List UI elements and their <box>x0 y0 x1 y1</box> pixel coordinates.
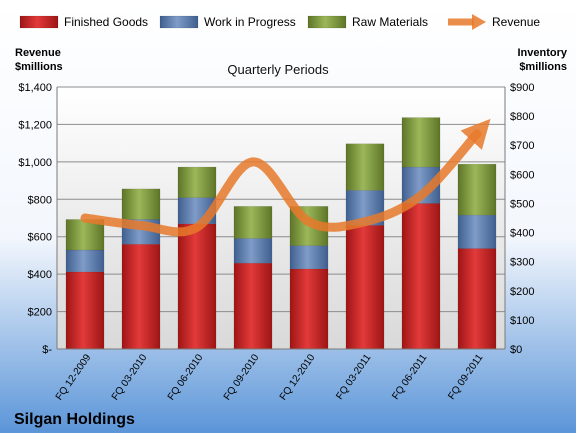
right-tick-label: $400 <box>510 228 534 240</box>
left-tick-label: $200 <box>28 307 52 319</box>
bar-finished-goods <box>65 271 105 350</box>
left-axis-label-line2: $millions <box>15 61 63 73</box>
legend-swatch-arrow <box>472 14 486 30</box>
bar-finished-goods <box>121 243 161 350</box>
right-tick-label: $100 <box>510 315 534 327</box>
revenue-line <box>80 118 491 237</box>
legend-label: Revenue <box>492 15 540 29</box>
bar-raw-materials <box>233 206 273 239</box>
bar-work-in-progress <box>233 238 273 264</box>
company-name: Silgan Holdings <box>14 411 135 428</box>
bar-raw-materials <box>177 166 217 198</box>
left-tick-label: $800 <box>28 194 52 206</box>
right-axis-label-line1: Inventory <box>517 47 567 59</box>
right-tick-label: $900 <box>510 82 534 94</box>
left-tick-label: $600 <box>28 232 52 244</box>
bar-finished-goods <box>457 248 497 350</box>
bar-raw-materials <box>121 188 161 220</box>
bar-finished-goods <box>289 268 329 350</box>
right-tick-label: $600 <box>510 169 534 181</box>
revenue-line-group <box>80 118 491 237</box>
chart-subtitle: Quarterly Periods <box>227 62 329 77</box>
bar-work-in-progress <box>457 214 497 249</box>
bar-work-in-progress <box>289 245 329 270</box>
bar-work-in-progress <box>65 249 105 273</box>
right-tick-label: $500 <box>510 198 534 210</box>
right-tick-label: $0 <box>510 344 522 356</box>
bar-finished-goods <box>345 225 385 350</box>
right-axis-label-line2: $millions <box>519 61 567 73</box>
legend-label: Finished Goods <box>64 15 148 29</box>
legend-swatch <box>307 15 347 29</box>
left-tick-label: $1,400 <box>18 82 52 94</box>
left-tick-label: $1,000 <box>18 157 52 169</box>
bar-raw-materials <box>65 219 105 251</box>
right-tick-label: $800 <box>510 111 534 123</box>
bar-finished-goods <box>401 203 441 350</box>
right-tick-label: $300 <box>510 257 534 269</box>
bar-finished-goods <box>233 262 273 350</box>
legend-swatch <box>19 15 59 29</box>
bar-raw-materials <box>457 163 497 216</box>
right-tick-label: $700 <box>510 140 534 152</box>
legend: Finished Goods Work in Progress Raw Materi… <box>19 14 540 30</box>
left-tick-label: $400 <box>28 269 52 281</box>
left-axis-label-line1: Revenue <box>15 47 61 59</box>
left-tick-label: $1,200 <box>18 119 52 131</box>
left-tick-label: $- <box>42 344 52 356</box>
bar-finished-goods <box>177 223 217 350</box>
bar-raw-materials <box>401 117 441 168</box>
right-tick-label: $200 <box>510 286 534 298</box>
bar-raw-materials <box>345 143 385 191</box>
legend-label: Raw Materials <box>352 15 428 29</box>
legend-label: Work in Progress <box>204 15 296 29</box>
legend-swatch <box>159 15 199 29</box>
